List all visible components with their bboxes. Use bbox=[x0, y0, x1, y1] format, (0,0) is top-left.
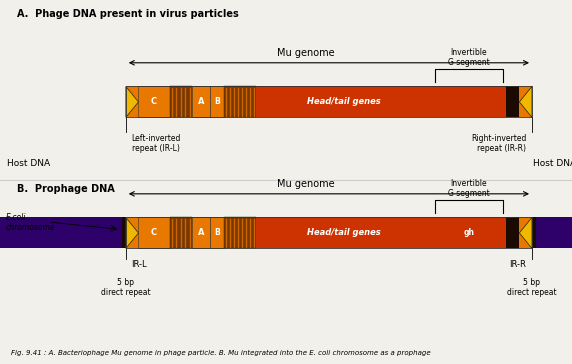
Text: IR-L: IR-L bbox=[132, 261, 147, 269]
Bar bbox=[210, 217, 224, 248]
Text: C: C bbox=[151, 98, 157, 106]
Polygon shape bbox=[519, 86, 532, 117]
Text: A: A bbox=[197, 98, 204, 106]
Text: Left-inverted
repeat (IR-L): Left-inverted repeat (IR-L) bbox=[132, 134, 181, 153]
Text: A: A bbox=[197, 229, 204, 237]
Bar bbox=[526, 217, 572, 248]
Text: Mu genome: Mu genome bbox=[277, 179, 335, 189]
Bar bbox=[224, 217, 256, 248]
Bar bbox=[210, 87, 224, 117]
Text: A.  Phage DNA present in virus particles: A. Phage DNA present in virus particles bbox=[17, 9, 239, 19]
Text: Right-inverted
repeat (IR-R): Right-inverted repeat (IR-R) bbox=[471, 134, 526, 153]
Text: Head/tail genes: Head/tail genes bbox=[307, 98, 380, 106]
Bar bbox=[224, 87, 256, 117]
Bar bbox=[122, 217, 132, 248]
Bar bbox=[126, 217, 532, 248]
Bar bbox=[506, 217, 519, 248]
Bar bbox=[192, 87, 210, 117]
Bar bbox=[432, 217, 506, 248]
Text: C: C bbox=[151, 229, 157, 237]
Text: gh: gh bbox=[463, 229, 475, 237]
Bar bbox=[192, 217, 210, 248]
Bar bbox=[506, 87, 519, 117]
Bar bbox=[432, 87, 506, 117]
Bar bbox=[256, 87, 432, 117]
Text: Invertible
G segment: Invertible G segment bbox=[448, 179, 490, 198]
Text: B.  Prophage DNA: B. Prophage DNA bbox=[17, 184, 115, 194]
Bar bbox=[170, 87, 192, 117]
Bar bbox=[138, 217, 170, 248]
Text: IR-R: IR-R bbox=[509, 261, 526, 269]
Text: Invertible
G segment: Invertible G segment bbox=[448, 48, 490, 67]
Text: 5 bp
direct repeat: 5 bp direct repeat bbox=[101, 277, 150, 297]
Text: B: B bbox=[214, 229, 220, 237]
Bar bbox=[126, 87, 532, 117]
Text: Mu genome: Mu genome bbox=[277, 48, 335, 58]
Text: B: B bbox=[214, 98, 220, 106]
Text: Head/tail genes: Head/tail genes bbox=[307, 229, 380, 237]
Bar bbox=[256, 217, 432, 248]
Bar bbox=[126, 217, 532, 248]
Bar bbox=[126, 87, 532, 117]
Polygon shape bbox=[519, 217, 532, 248]
Text: E.coli
chromosome: E.coli chromosome bbox=[6, 213, 55, 232]
Polygon shape bbox=[126, 217, 138, 248]
Bar bbox=[170, 217, 192, 248]
Text: Fig. 9.41 : A. Bacteriophage Mu genome in phage particle. B. Mu integrated into : Fig. 9.41 : A. Bacteriophage Mu genome i… bbox=[11, 350, 431, 356]
Text: Host DNA: Host DNA bbox=[533, 159, 572, 168]
Text: Host DNA: Host DNA bbox=[7, 159, 50, 168]
Bar bbox=[0, 217, 132, 248]
Polygon shape bbox=[126, 86, 138, 117]
Bar bbox=[526, 217, 536, 248]
Text: 5 bp
direct repeat: 5 bp direct repeat bbox=[507, 277, 557, 297]
Bar bbox=[138, 87, 170, 117]
